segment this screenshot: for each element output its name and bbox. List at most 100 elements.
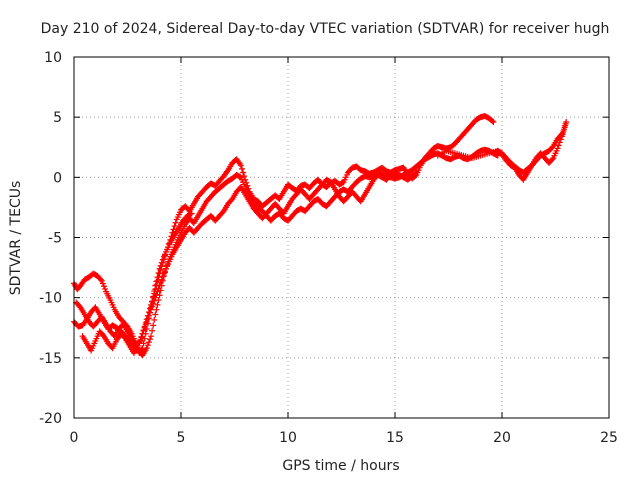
data-point bbox=[154, 301, 161, 308]
data-series-6 bbox=[490, 118, 570, 183]
data-point bbox=[151, 290, 158, 297]
data-point bbox=[155, 297, 162, 304]
data-point bbox=[241, 173, 248, 180]
x-axis-label: GPS time / hours bbox=[282, 458, 399, 474]
data-point bbox=[228, 197, 235, 204]
data-point bbox=[152, 311, 159, 318]
data-point bbox=[171, 223, 178, 230]
data-point bbox=[489, 118, 496, 125]
data-point bbox=[412, 170, 419, 177]
x-tick-label: 25 bbox=[600, 430, 618, 446]
y-tick-label: 10 bbox=[44, 50, 62, 66]
data-point bbox=[236, 173, 243, 180]
data-point bbox=[141, 335, 148, 342]
data-point bbox=[156, 282, 163, 289]
data-point bbox=[144, 342, 151, 349]
data-point bbox=[148, 301, 155, 308]
axis-ticks bbox=[73, 56, 610, 419]
y-tick-label: 0 bbox=[53, 170, 62, 186]
data-point bbox=[144, 312, 151, 319]
data-point bbox=[140, 340, 147, 347]
chart-title: Day 210 of 2024, Sidereal Day-to-day VTE… bbox=[41, 21, 610, 37]
data-point bbox=[159, 273, 166, 280]
data-point bbox=[146, 305, 153, 312]
data-point bbox=[339, 179, 346, 186]
data-series-4 bbox=[73, 210, 195, 349]
data-point bbox=[140, 327, 147, 334]
x-tick-label: 20 bbox=[493, 430, 511, 446]
data-point bbox=[99, 280, 106, 287]
data-point bbox=[161, 252, 168, 259]
x-tick-label: 0 bbox=[70, 430, 79, 446]
data-point bbox=[413, 169, 420, 176]
data-point bbox=[156, 270, 163, 277]
data-point bbox=[157, 266, 164, 273]
data-series-1 bbox=[71, 112, 497, 357]
y-tick-label: -5 bbox=[48, 231, 62, 247]
data-point bbox=[100, 283, 107, 290]
data-point bbox=[554, 145, 561, 152]
data-point bbox=[142, 319, 149, 326]
data-point bbox=[151, 316, 158, 323]
y-tick-label: -10 bbox=[39, 291, 62, 307]
data-point bbox=[557, 136, 564, 143]
data-point bbox=[145, 339, 152, 346]
data-point bbox=[99, 331, 106, 338]
x-tick-label: 5 bbox=[177, 430, 186, 446]
data-point bbox=[137, 337, 144, 344]
data-points bbox=[71, 112, 570, 359]
data-point bbox=[155, 274, 162, 281]
data-point bbox=[563, 118, 570, 125]
data-point bbox=[150, 294, 157, 301]
data-point bbox=[148, 333, 155, 340]
data-point bbox=[143, 316, 150, 323]
data-point bbox=[149, 298, 156, 305]
data-point bbox=[238, 165, 245, 172]
data-point bbox=[153, 282, 160, 289]
data-point bbox=[152, 286, 159, 293]
data-point bbox=[240, 169, 247, 176]
data-point bbox=[145, 309, 152, 316]
data-point bbox=[187, 211, 194, 218]
data-point bbox=[76, 303, 83, 310]
data-point bbox=[188, 210, 195, 217]
x-tick-labels: 0 5 10 15 20 25 bbox=[70, 430, 618, 446]
data-point bbox=[160, 256, 167, 263]
y-tick-labels: -20 -15 -10 -5 0 5 10 bbox=[39, 50, 62, 427]
data-point bbox=[156, 292, 163, 299]
data-point bbox=[159, 259, 166, 266]
data-point bbox=[138, 334, 145, 341]
y-axis-label: SDTVAR / TECUs bbox=[8, 181, 24, 296]
x-tick-label: 10 bbox=[279, 430, 297, 446]
data-point bbox=[237, 162, 244, 169]
data-point bbox=[139, 330, 146, 337]
y-tick-label: -20 bbox=[39, 411, 62, 427]
data-point bbox=[97, 276, 104, 283]
data-point bbox=[98, 277, 105, 284]
data-point bbox=[155, 285, 162, 292]
data-point bbox=[150, 322, 157, 329]
grid-lines bbox=[74, 57, 609, 418]
data-point bbox=[143, 345, 150, 352]
data-point bbox=[158, 263, 165, 270]
data-point bbox=[549, 156, 556, 163]
data-point bbox=[158, 276, 165, 283]
data-point bbox=[172, 219, 179, 226]
data-point bbox=[154, 277, 161, 284]
data-point bbox=[157, 279, 164, 286]
data-point bbox=[141, 323, 148, 330]
data-point bbox=[102, 285, 109, 292]
data-point bbox=[121, 334, 128, 341]
x-tick-label: 15 bbox=[386, 430, 404, 446]
data-point bbox=[153, 306, 160, 313]
y-tick-label: 5 bbox=[53, 110, 62, 126]
data-series-2 bbox=[71, 146, 501, 359]
data-point bbox=[219, 209, 226, 216]
data-point bbox=[555, 142, 562, 149]
data-point bbox=[490, 118, 497, 125]
data-point bbox=[556, 139, 563, 146]
y-tick-label: -15 bbox=[39, 351, 62, 367]
data-point bbox=[149, 327, 156, 334]
data-point bbox=[136, 339, 143, 346]
